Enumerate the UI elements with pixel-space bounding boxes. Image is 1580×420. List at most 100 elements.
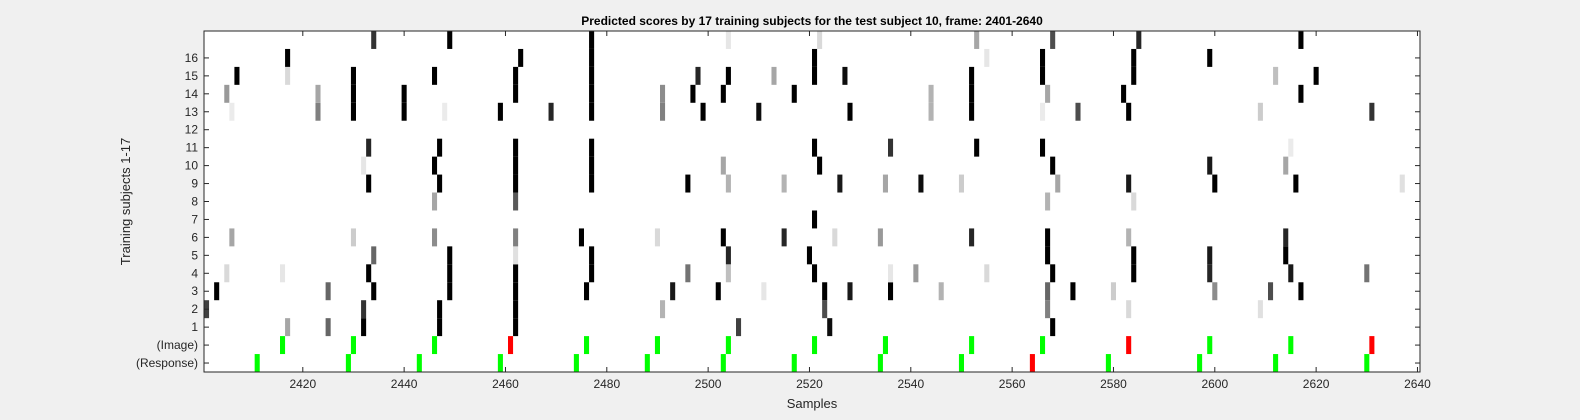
heatmap-cell — [1364, 264, 1370, 283]
heatmap-cell — [1298, 282, 1304, 301]
response-marker — [958, 354, 964, 372]
heatmap-cell — [781, 174, 787, 193]
heatmap-cell — [1121, 84, 1127, 103]
heatmap-cell — [725, 31, 731, 49]
x-tick-label: 2480 — [593, 377, 620, 391]
heatmap-cell — [1050, 156, 1056, 175]
heatmap-cell — [837, 174, 843, 193]
heatmap-cell — [589, 31, 595, 49]
heatmap-cell — [1257, 300, 1263, 319]
heatmap-cell — [660, 84, 666, 103]
heatmap-cell — [822, 282, 828, 301]
heatmap-cell — [361, 318, 367, 337]
heatmap-cell — [1257, 102, 1263, 121]
score-cells — [204, 31, 1405, 337]
x-tick-label: 2560 — [999, 377, 1026, 391]
heatmap-cell — [928, 84, 934, 103]
image-marker — [725, 336, 731, 355]
heatmap-cell — [513, 282, 519, 301]
heatmap-cell — [685, 174, 691, 193]
image-marker — [280, 336, 286, 355]
heatmap-cell — [1126, 174, 1132, 193]
heatmap-cell — [1207, 48, 1213, 67]
y-tick-label: 6 — [191, 230, 198, 244]
heatmap-cell — [1369, 102, 1375, 121]
heatmap-cell — [1131, 48, 1137, 67]
heatmap-cell — [234, 66, 240, 85]
heatmap-cell — [938, 282, 944, 301]
y-tick-label: 4 — [191, 266, 198, 280]
x-tick-label: 2620 — [1303, 377, 1330, 391]
heatmap-cell — [513, 318, 519, 337]
heatmap-cell — [589, 66, 595, 85]
heatmap-cell — [913, 264, 919, 283]
heatmap-cell — [432, 156, 438, 175]
heatmap-cell — [447, 246, 453, 265]
y-tick-label: 14 — [185, 87, 199, 101]
heatmap-cell — [589, 48, 595, 67]
heatmap-cell — [513, 174, 519, 193]
event-markers — [254, 336, 1375, 372]
response-marker — [573, 354, 579, 372]
heatmap-cell — [1110, 282, 1116, 301]
image-marker — [654, 336, 660, 355]
heatmap-cell — [1055, 174, 1061, 193]
heatmap-cell — [700, 102, 706, 121]
heatmap-cell — [229, 228, 235, 247]
y-tick-label: 16 — [185, 51, 199, 65]
heatmap-cell — [720, 156, 726, 175]
heatmap-cell — [984, 264, 990, 283]
heatmap-cell — [513, 66, 519, 85]
heatmap-cell — [280, 264, 286, 283]
response-marker — [254, 354, 260, 372]
heatmap-cell — [1283, 246, 1289, 265]
heatmap-cell — [720, 84, 726, 103]
heatmap-cell — [224, 264, 230, 283]
heatmap-cell — [350, 102, 356, 121]
heatmap-cell — [822, 300, 828, 319]
heatmap-cell — [1040, 102, 1046, 121]
response-marker — [1197, 354, 1203, 372]
heatmap-cell — [1298, 84, 1304, 103]
heatmap-cell — [548, 102, 554, 121]
y-axis-label: Training subjects 1-17 — [118, 138, 133, 265]
y-tick-label: 8 — [191, 195, 198, 209]
y-tick-label: 2 — [191, 302, 198, 316]
heatmap-cell — [442, 102, 448, 121]
heatmap-cell — [315, 84, 321, 103]
heatmap-cell — [325, 282, 331, 301]
y-tick-label: 13 — [185, 105, 199, 119]
heatmap-cell — [1268, 282, 1274, 301]
heatmap-cell — [969, 66, 975, 85]
heatmap-cell — [877, 228, 883, 247]
heatmap-cell — [1075, 102, 1081, 121]
heatmap-cell — [1126, 102, 1132, 121]
heatmap-cell — [654, 228, 660, 247]
heatmap-cell — [812, 210, 818, 229]
heatmap-cell — [513, 300, 519, 319]
x-tick-label: 2600 — [1201, 377, 1228, 391]
heatmap-cell — [1040, 48, 1046, 67]
heatmap-cell — [224, 84, 230, 103]
heatmap-cell — [1136, 31, 1142, 49]
heatmap-cell — [589, 246, 595, 265]
heatmap-cell — [817, 156, 823, 175]
heatmap-cell — [1045, 300, 1051, 319]
y-tick-label: 7 — [191, 212, 198, 226]
heatmap-cell — [812, 48, 818, 67]
image-marker — [882, 336, 888, 355]
heatmap-cell — [432, 66, 438, 85]
heatmap-cell — [974, 138, 980, 157]
image-marker — [1126, 336, 1132, 355]
heatmap-cell — [918, 174, 924, 193]
heatmap-cell — [589, 84, 595, 103]
heatmap-cell — [432, 228, 438, 247]
heatmap-cell — [761, 282, 767, 301]
y-tick-label: 15 — [185, 69, 199, 83]
heatmap-cell — [315, 102, 321, 121]
heatmap-cell — [812, 66, 818, 85]
heatmap-cell — [518, 48, 524, 67]
heatmap-cell — [1126, 300, 1132, 319]
x-tick-label: 2500 — [695, 377, 722, 391]
